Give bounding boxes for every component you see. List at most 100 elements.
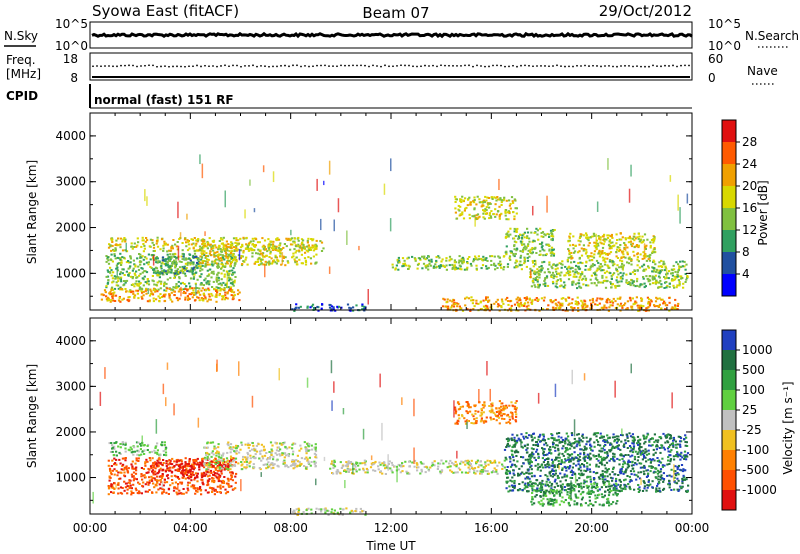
scatter-cell-r4 [125,290,128,293]
scatter-cell-r9 [677,279,680,282]
scatter-cell-r3 [212,453,215,456]
scatter-cell-r9 [565,271,568,274]
scatter-cell-r6 [425,257,429,260]
scatter-cell-r4 [135,289,138,292]
scatter-cell-r6 [491,255,494,258]
scatter-cell-r11 [586,304,589,307]
scatter-cell-r9 [611,283,614,286]
scatter-cell-r0 [192,242,195,245]
scatter-cell-r6 [472,258,476,261]
scatter-cell-r0 [207,471,211,474]
scatter-cell-r0 [144,490,147,493]
scatter-cell-r6 [457,261,461,264]
scatter-cell-r4 [451,461,454,464]
scatter-cell-r4 [114,294,118,297]
scatter-cell-r8 [494,196,497,199]
scatter-cell-r2 [133,450,137,453]
scatter-cell-r3 [268,465,271,468]
scatter-cell-r6 [670,489,673,491]
scatter-cell-r10 [591,255,594,258]
scatter-cell-r11 [530,301,533,304]
scatter-cell-r1 [143,263,146,266]
scatter-cell-r9 [534,279,537,281]
scatter-cell-r2 [186,270,189,273]
scatter-cell-r8 [486,203,490,206]
scatter-streak [389,218,392,232]
scatter-cell-r2 [193,266,196,269]
scatter-cell-r9 [594,271,597,274]
scatter-cell-r1 [231,283,234,286]
scatter-cell-r10 [633,239,636,242]
scatter-cell-r0 [182,475,185,478]
scatter-cell-r11 [599,297,602,300]
scatter-cell-r2 [195,255,198,258]
scatter-cell-r3 [262,445,265,448]
scatter-cell-r0 [225,482,229,485]
scatter-cell-r4 [158,300,161,303]
scatter-cell-r4 [193,294,196,296]
scatter-cell-r4 [218,294,221,297]
scatter-cell-r2 [163,441,166,444]
scatter-streak [144,189,146,202]
scatter-cell-r4 [140,295,143,298]
scatter-cell-r0 [125,466,128,469]
scatter-cell-r0 [223,463,226,466]
scatter-cell-r3 [217,257,221,260]
scatter-cell-r11 [676,305,679,307]
scatter-cell-r5 [295,508,298,511]
scatter-cell-r0 [135,245,138,248]
scatter-cell-r1 [187,470,190,473]
scatter-cell-r1 [204,256,207,259]
scatter-cell-r0 [239,249,242,252]
scatter-cell-r1 [228,272,231,275]
scatter-cell-r9 [654,281,657,284]
scatter-cell-r3 [247,442,250,445]
scatter-cell-r11 [589,299,592,302]
scatter-cell-r1 [230,278,233,281]
scatter-cell-r1 [197,263,200,265]
scatter-cell-r0 [115,243,118,246]
scatter-cell-r3 [216,251,219,253]
scatter-cell-r10 [603,259,606,261]
scatter-cell-r10 [599,236,602,239]
scatter-cell-r2 [156,261,159,264]
scatter-cell-r3 [227,254,231,257]
scatter-cell-r1 [216,465,219,468]
scatter-cell-r1 [232,284,235,287]
scatter-cell-r1 [171,463,174,466]
scatter-cell-r9 [584,279,587,282]
scatter-cell-r3 [271,444,274,447]
scatter-cell-r10 [644,253,647,256]
scatter-cell-r4 [363,461,366,464]
scatter-cell-r7 [539,253,542,256]
scatter-cell-r11 [646,296,649,299]
scatter-cell-r0 [198,245,202,248]
scatter-cell-r10 [570,255,573,258]
scatter-cell-r11 [596,304,599,306]
scatter-cell-r0 [287,237,290,240]
scatter-cell-r0 [167,493,170,495]
scatter-cell-r0 [292,240,295,243]
scatter-cell-r0 [290,237,293,240]
scatter-cell-r1 [122,256,126,259]
scatter-cell-r0 [229,478,233,481]
scatter-cell-r0 [195,239,198,242]
scatter-cell-r9 [577,262,580,265]
scatter-cell-r9 [658,261,661,264]
scatter-cell-r0 [181,242,184,244]
scatter-cell-r4 [157,295,160,298]
scatter-cell-r3 [254,260,257,263]
scatter-cell-r0 [170,245,173,248]
scatter-cell-r4 [237,289,240,292]
scatter-streak [665,267,668,279]
scatter-cell-r4 [425,465,428,468]
scatter-cell-r7 [521,249,525,252]
scatter-cell-r7 [542,235,545,238]
scatter-cell-r1 [169,253,172,256]
scatter-cell-r0 [149,459,152,462]
scatter-cell-r8 [473,196,476,199]
scatter-cell-r1 [189,269,192,272]
scatter-cell-r3 [260,262,263,265]
scatter-cell-r6 [514,442,517,445]
scatter-streak [226,276,228,288]
